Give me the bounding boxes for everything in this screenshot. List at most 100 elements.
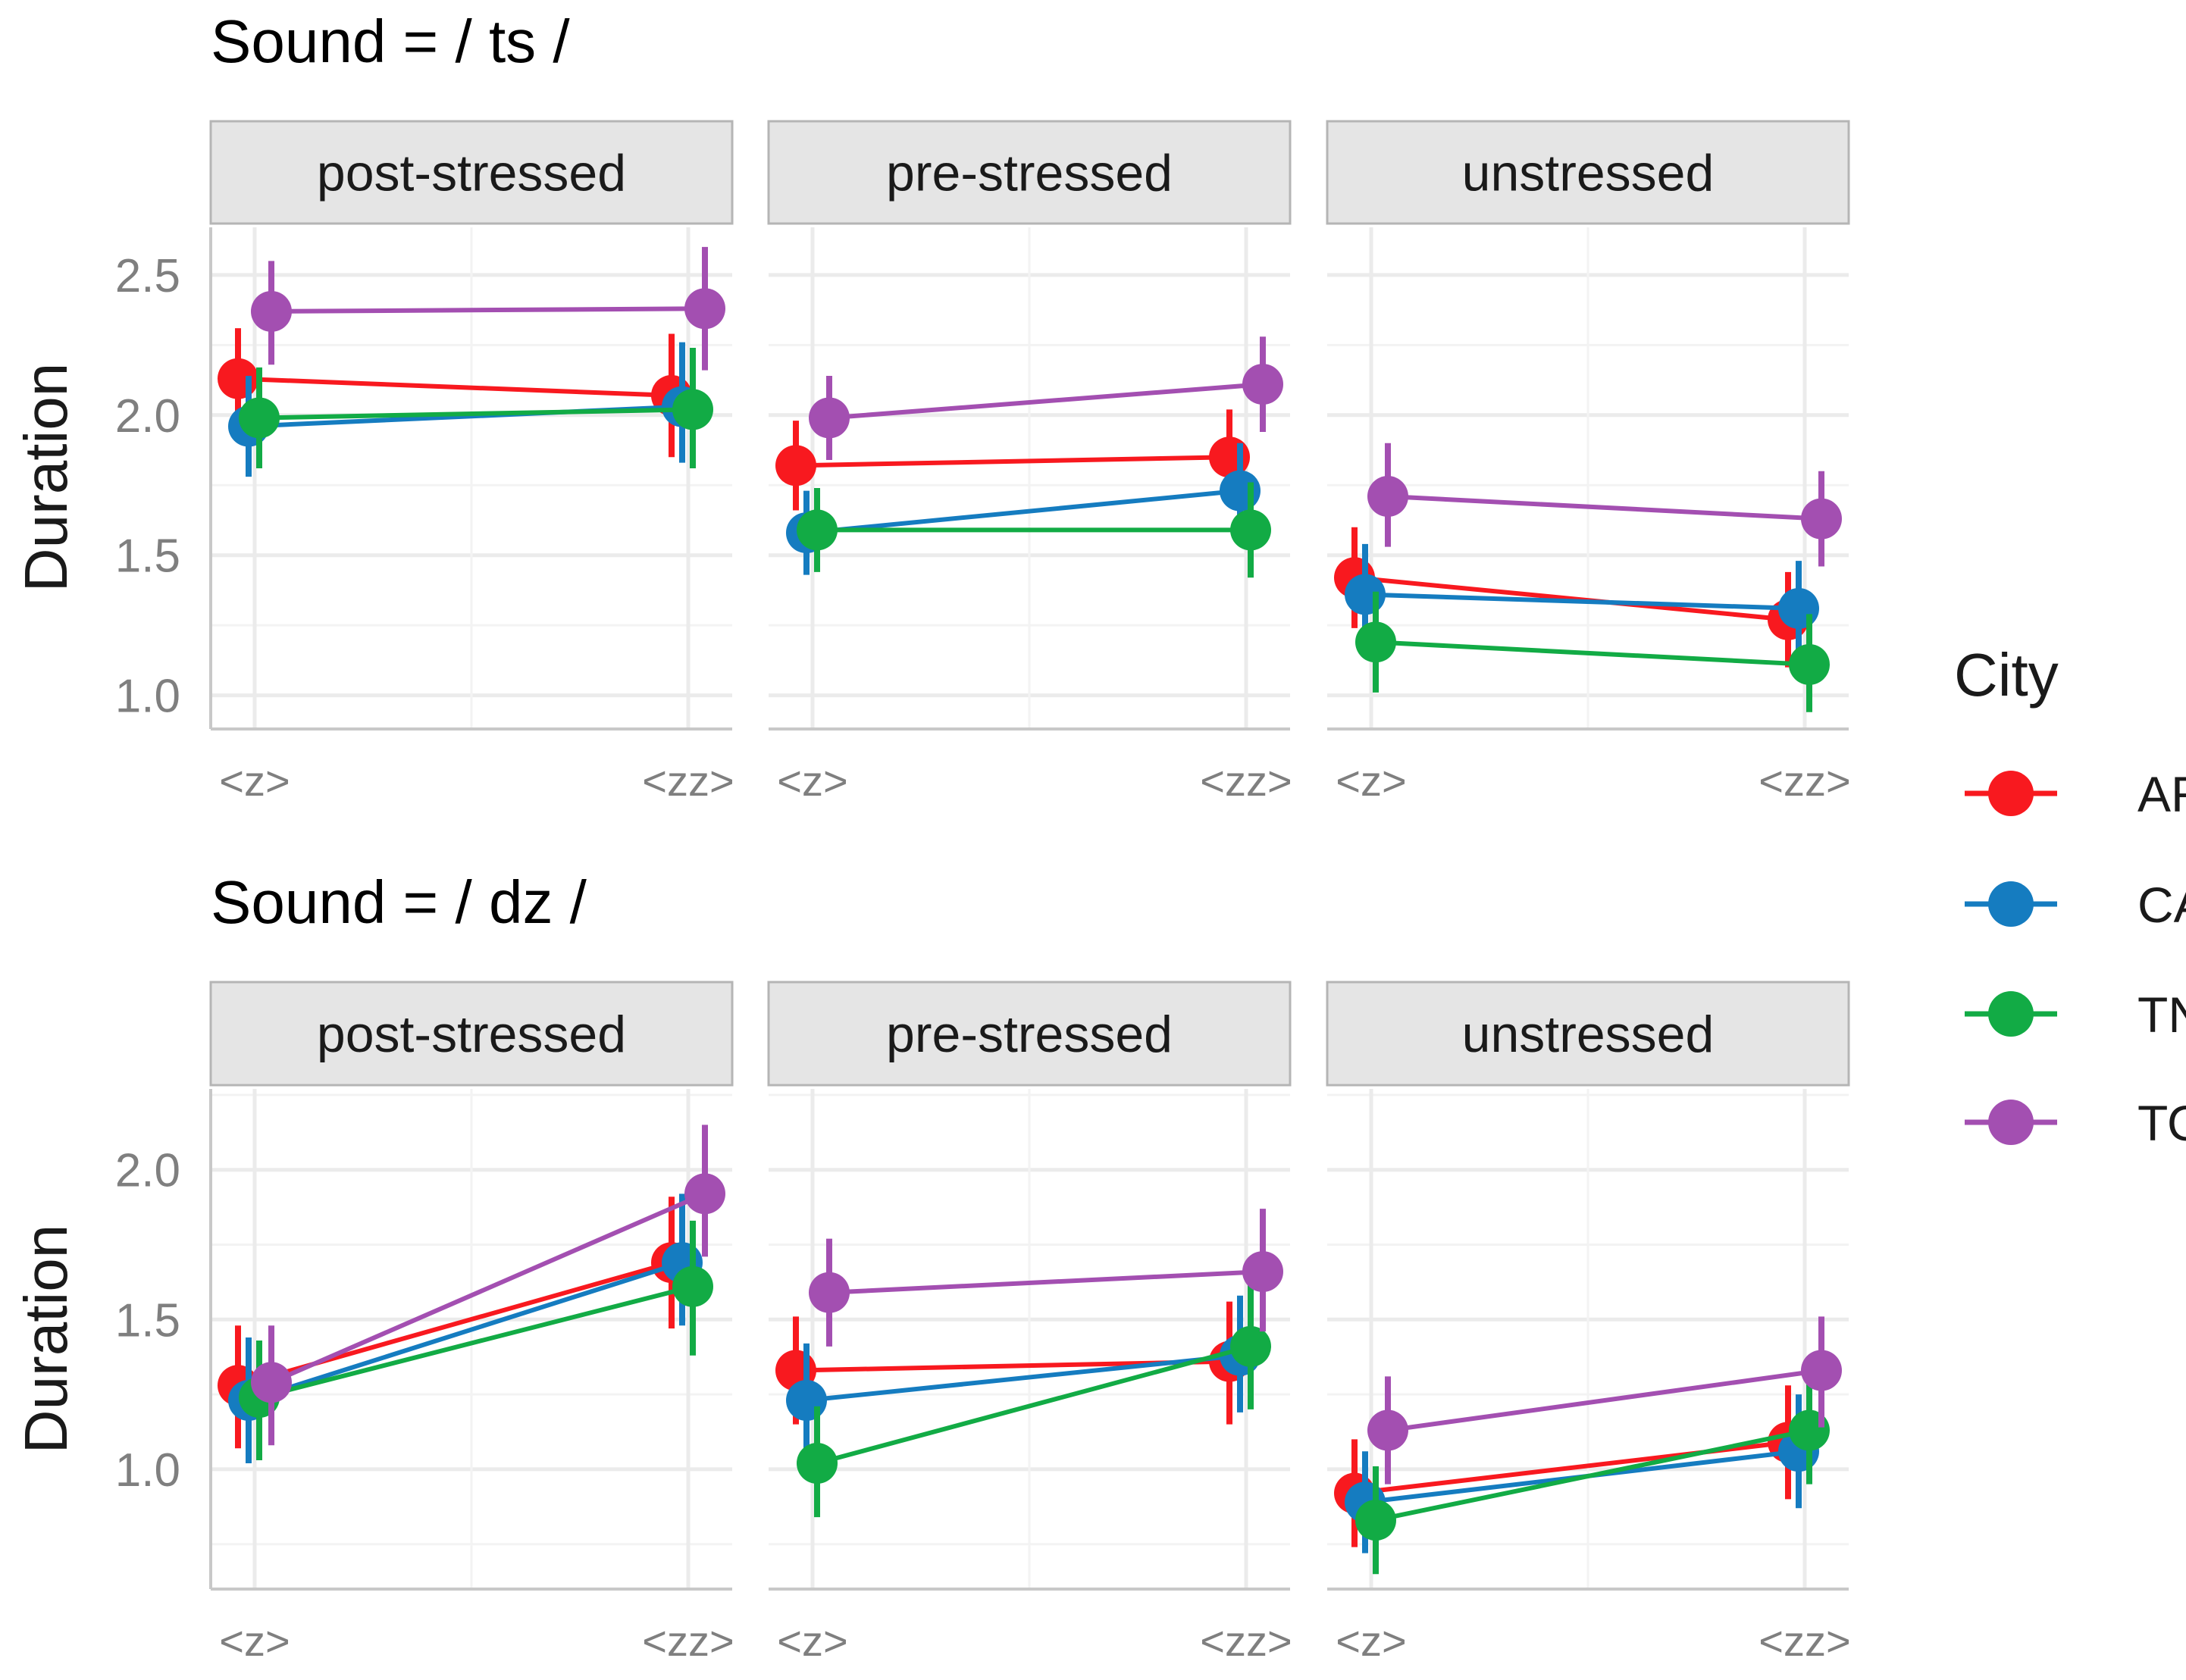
legend-key-point <box>1988 991 2034 1037</box>
x-tick-label: <z> <box>219 757 290 805</box>
facet-strip-label: post-stressed <box>317 1006 626 1063</box>
series-line <box>1387 494 1822 521</box>
series-TN <box>239 1220 713 1461</box>
data-point <box>1355 1500 1396 1541</box>
series-line <box>806 1353 1241 1403</box>
series-TN <box>797 482 1271 578</box>
data-point <box>1220 470 1261 512</box>
facet-strip <box>1326 120 1850 225</box>
data-point <box>1801 498 1842 540</box>
x-tick-label: <z> <box>219 1617 290 1665</box>
x-tick-label: <z> <box>1336 1617 1406 1665</box>
x-tick-label: <zz> <box>1200 1617 1292 1665</box>
facet-strip <box>767 981 1292 1087</box>
data-point <box>218 358 258 399</box>
x-tick-label: <zz> <box>1759 1617 1850 1665</box>
series-line <box>271 306 706 314</box>
series-TN <box>1355 591 1830 712</box>
panel-unstressed: unstressed <z> <zz> <box>1326 981 1851 1665</box>
x-tick-label: <z> <box>777 757 847 805</box>
y-tick-label: 1.5 <box>115 530 180 583</box>
x-tick-label: <z> <box>1336 757 1406 805</box>
data-point <box>809 397 850 439</box>
data-point <box>1367 1409 1408 1451</box>
x-tick-label: <zz> <box>1759 757 1850 805</box>
data-point <box>775 445 816 486</box>
block-title: Sound = / dz / <box>211 868 587 936</box>
series-AR <box>218 1197 692 1449</box>
x-tick-label: <zz> <box>1200 757 1292 805</box>
legend-item-CA: CA <box>1965 877 2186 933</box>
legend-title: City <box>1954 641 2059 709</box>
series-line <box>1364 592 1799 611</box>
series-line <box>795 455 1230 468</box>
facet-strip <box>1326 981 1850 1087</box>
block-title: Sound = / ts / <box>211 8 570 75</box>
legend-label: TO <box>2137 1095 2186 1151</box>
series-TN <box>239 348 713 469</box>
series-TO <box>809 1209 1283 1347</box>
legend-key-point <box>1988 771 2034 816</box>
data-point <box>672 1265 713 1307</box>
series-TN <box>797 1283 1271 1518</box>
data-point <box>1230 509 1271 551</box>
x-tick-label: <zz> <box>642 1617 734 1665</box>
facet-block-2: Sound = / dz / Duration 1.0 1.5 2.0 post-stre… <box>12 868 1851 1665</box>
data-point <box>1242 1251 1283 1293</box>
legend-label: CA <box>2137 877 2186 933</box>
facet-strip-label: post-stressed <box>317 145 626 202</box>
data-point <box>251 1362 292 1403</box>
data-point <box>1242 364 1283 405</box>
data-point <box>1789 643 1830 685</box>
data-point <box>1230 1325 1271 1367</box>
facet-block-1: Sound = / ts / Duration 1.0 1.5 2.0 2.5 post-s… <box>12 8 1851 805</box>
data-point <box>1367 476 1408 518</box>
facet-strip <box>209 981 734 1087</box>
series-TN <box>1355 1373 1830 1575</box>
series-TO <box>809 336 1283 460</box>
data-point <box>1801 1350 1842 1391</box>
facet-strip-label: unstressed <box>1462 1006 1715 1063</box>
panel-post-stressed: post-stressed <z> <zz> <box>209 120 734 805</box>
legend-item-TO: TO <box>1965 1095 2186 1151</box>
legend-label: AR <box>2137 766 2186 822</box>
series-line <box>248 1260 683 1403</box>
y-tick-label: 2.0 <box>115 390 180 443</box>
series-CA <box>228 1194 703 1464</box>
series-line <box>1375 640 1810 667</box>
facet-strip <box>209 120 734 225</box>
series-line <box>816 1344 1251 1466</box>
y-tick-label: 1.0 <box>115 671 180 723</box>
series-TO <box>251 1125 725 1446</box>
x-tick-label: <zz> <box>642 757 734 805</box>
series-line <box>828 382 1264 421</box>
series-TO <box>1367 1316 1842 1484</box>
data-point <box>1345 574 1386 615</box>
facet-strip <box>767 120 1292 225</box>
legend-key-point <box>1988 1100 2034 1145</box>
data-point <box>672 389 713 430</box>
legend: City AR CA TN TO <box>1954 641 2186 1151</box>
series-line <box>258 407 694 421</box>
series-AR <box>218 328 692 458</box>
y-tick-label: 2.0 <box>115 1145 180 1197</box>
data-point <box>797 1443 838 1484</box>
series-line <box>237 376 672 398</box>
data-point <box>239 397 280 439</box>
series-line <box>1387 1368 1822 1433</box>
panel-pre-stressed: pre-stressed <z> <zz> <box>767 120 1292 805</box>
data-point <box>684 1173 725 1215</box>
data-point <box>251 290 292 332</box>
data-point <box>684 288 725 330</box>
series-line <box>1354 575 1789 622</box>
y-axis-label: Duration <box>12 363 80 592</box>
panel-post-stressed: post-stressed <z> <zz> <box>209 981 734 1665</box>
data-point <box>797 509 838 551</box>
series-line <box>270 1191 706 1385</box>
data-point <box>809 1272 850 1313</box>
series-TO <box>251 246 725 371</box>
data-point <box>1355 621 1396 663</box>
series-line <box>1375 1428 1810 1523</box>
series-CA <box>1345 543 1819 656</box>
